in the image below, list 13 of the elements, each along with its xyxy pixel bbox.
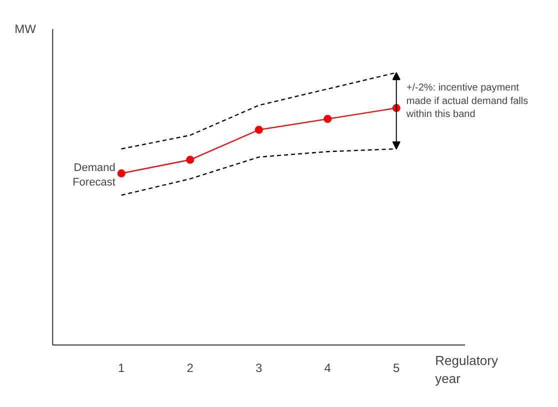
y-axis-title: MW [14, 22, 37, 36]
point [324, 114, 332, 123]
point [254, 126, 263, 134]
x-tick-label: 1 [118, 361, 126, 376]
x-tick-label: 4 [324, 361, 332, 376]
x-tick-label: 2 [186, 361, 194, 376]
point [117, 169, 126, 178]
series-label: Demand Forecast [72, 162, 116, 189]
x-tick-label: 3 [256, 361, 263, 376]
x-axis-title: Regulatory year [435, 353, 498, 386]
x-tick-label: 5 [393, 361, 400, 376]
point [186, 156, 194, 164]
annotation: +/-2%: incentive payment made if actual demand falls within this band [405, 82, 528, 120]
